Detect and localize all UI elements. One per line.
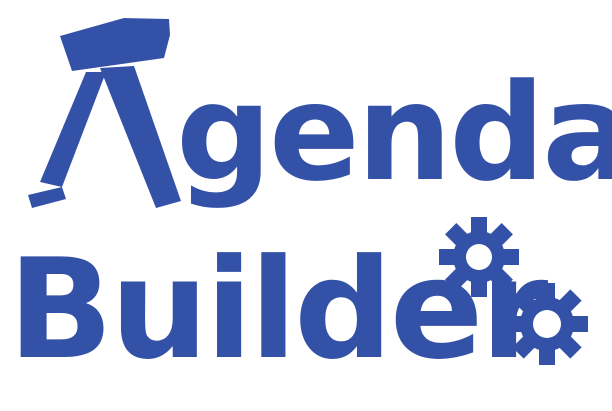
logo-word-builder: Builder: [8, 229, 548, 390]
logo-word-genda: genda: [176, 55, 612, 211]
